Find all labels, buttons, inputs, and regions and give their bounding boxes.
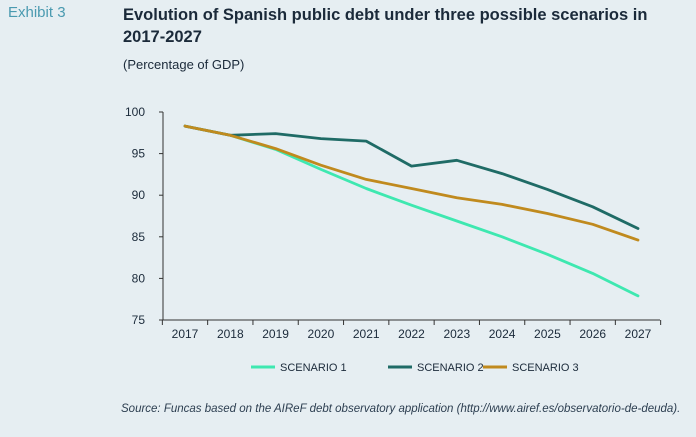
y-tick-label: 75 xyxy=(132,313,146,327)
x-tick-label: 2025 xyxy=(534,327,561,341)
x-tick-label: 2023 xyxy=(443,327,470,341)
legend-label-2: SCENARIO 2 xyxy=(417,362,484,374)
x-tick-label: 2017 xyxy=(172,327,199,341)
legend-label-1: SCENARIO 1 xyxy=(280,362,347,374)
x-tick-label: 2022 xyxy=(398,327,425,341)
x-tick-label: 2018 xyxy=(217,327,244,341)
legend-label-3: SCENARIO 3 xyxy=(512,362,579,374)
x-tick-label: 2024 xyxy=(489,327,516,341)
series-line-1 xyxy=(183,124,640,298)
x-tick-label: 2027 xyxy=(625,327,652,341)
chart-title: Evolution of Spanish public debt under t… xyxy=(123,6,648,46)
y-tick-label: 80 xyxy=(132,271,146,285)
series-line-3 xyxy=(183,124,640,242)
source-note: Source: Funcas based on the AIReF debt o… xyxy=(121,403,681,415)
y-tick-label: 85 xyxy=(132,230,146,244)
x-tick-label: 2026 xyxy=(579,327,606,341)
x-tick-label: 2019 xyxy=(262,327,289,341)
y-tick-label: 95 xyxy=(132,147,146,161)
y-tick-label: 100 xyxy=(125,105,145,119)
x-tick-label: 2021 xyxy=(353,327,380,341)
chart-subtitle: (Percentage of GDP) xyxy=(123,57,245,72)
exhibit-label: Exhibit 3 xyxy=(8,4,66,21)
series-line-2 xyxy=(183,124,640,230)
x-tick-label: 2020 xyxy=(308,327,335,341)
debt-line-chart: 75 80 85 90 95 100 2017 2018 2019 2020 2021 2022 202… xyxy=(125,105,662,374)
y-tick-label: 90 xyxy=(132,188,146,202)
